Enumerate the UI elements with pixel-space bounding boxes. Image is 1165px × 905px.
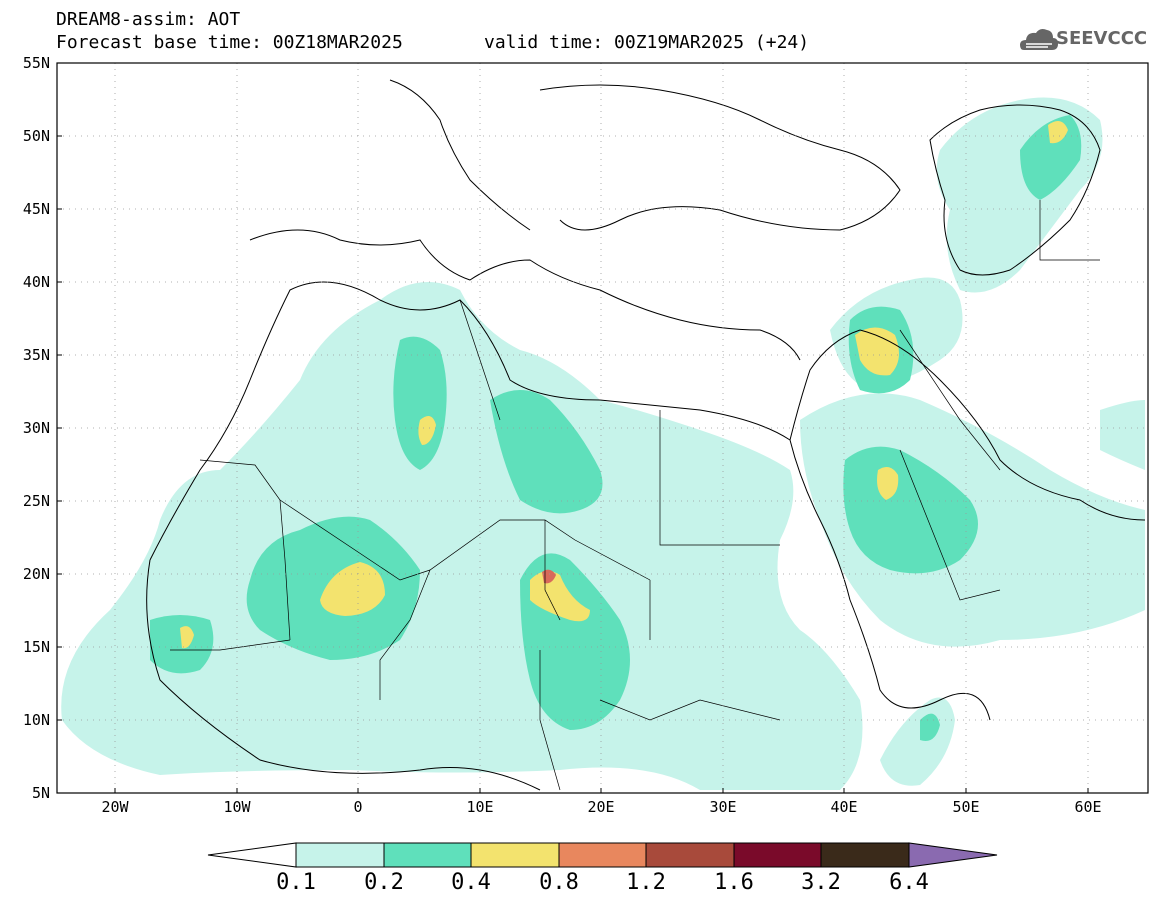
cloud-icon [1020,29,1058,50]
aot-veryhigh-region [542,569,556,584]
colorbar-label: 0.4 [451,870,491,895]
colorbar-label: 1.2 [626,870,666,895]
lon-label: 20E [587,798,614,816]
lon-label: 30E [709,798,736,816]
logo-text: SEEVCCC [1056,28,1148,49]
lat-label: 20N [23,565,50,583]
lon-label: 0 [353,798,362,816]
colorbar-label: 0.8 [539,870,579,895]
lon-label: 20W [101,798,129,816]
colorbar-label: 0.1 [276,870,316,895]
lat-label: 30N [23,419,50,437]
axis-ticks [57,62,1089,793]
valid-time: valid time: 00Z19MAR2025 (+24) [484,32,810,53]
lon-label: 10E [466,798,493,816]
lat-label: 45N [23,200,50,218]
lat-label: 40N [23,273,50,291]
lon-label: 60E [1074,798,1101,816]
lat-label: 25N [23,492,50,510]
colorbar-label: 0.2 [364,870,404,895]
forecast-base-time: Forecast base time: 00Z18MAR2025 [56,32,403,53]
lat-label: 15N [23,638,50,656]
lon-label: 40E [830,798,857,816]
map-title: DREAM8-assim: AOT [56,9,241,30]
colorbar-label: 6.4 [889,870,929,895]
colorbar-label: 1.6 [714,870,754,895]
lat-label: 5N [32,784,50,802]
country-borders [170,200,1100,791]
colorbar-label: 3.2 [801,870,841,895]
aot-high-region [180,121,1068,649]
lon-label: 50E [952,798,979,816]
lon-label: 10W [223,798,251,816]
lat-label: 10N [23,711,50,729]
lat-label: 35N [23,346,50,364]
lat-label: 55N [23,54,50,72]
coastlines [146,79,1146,791]
lat-label: 50N [23,127,50,145]
